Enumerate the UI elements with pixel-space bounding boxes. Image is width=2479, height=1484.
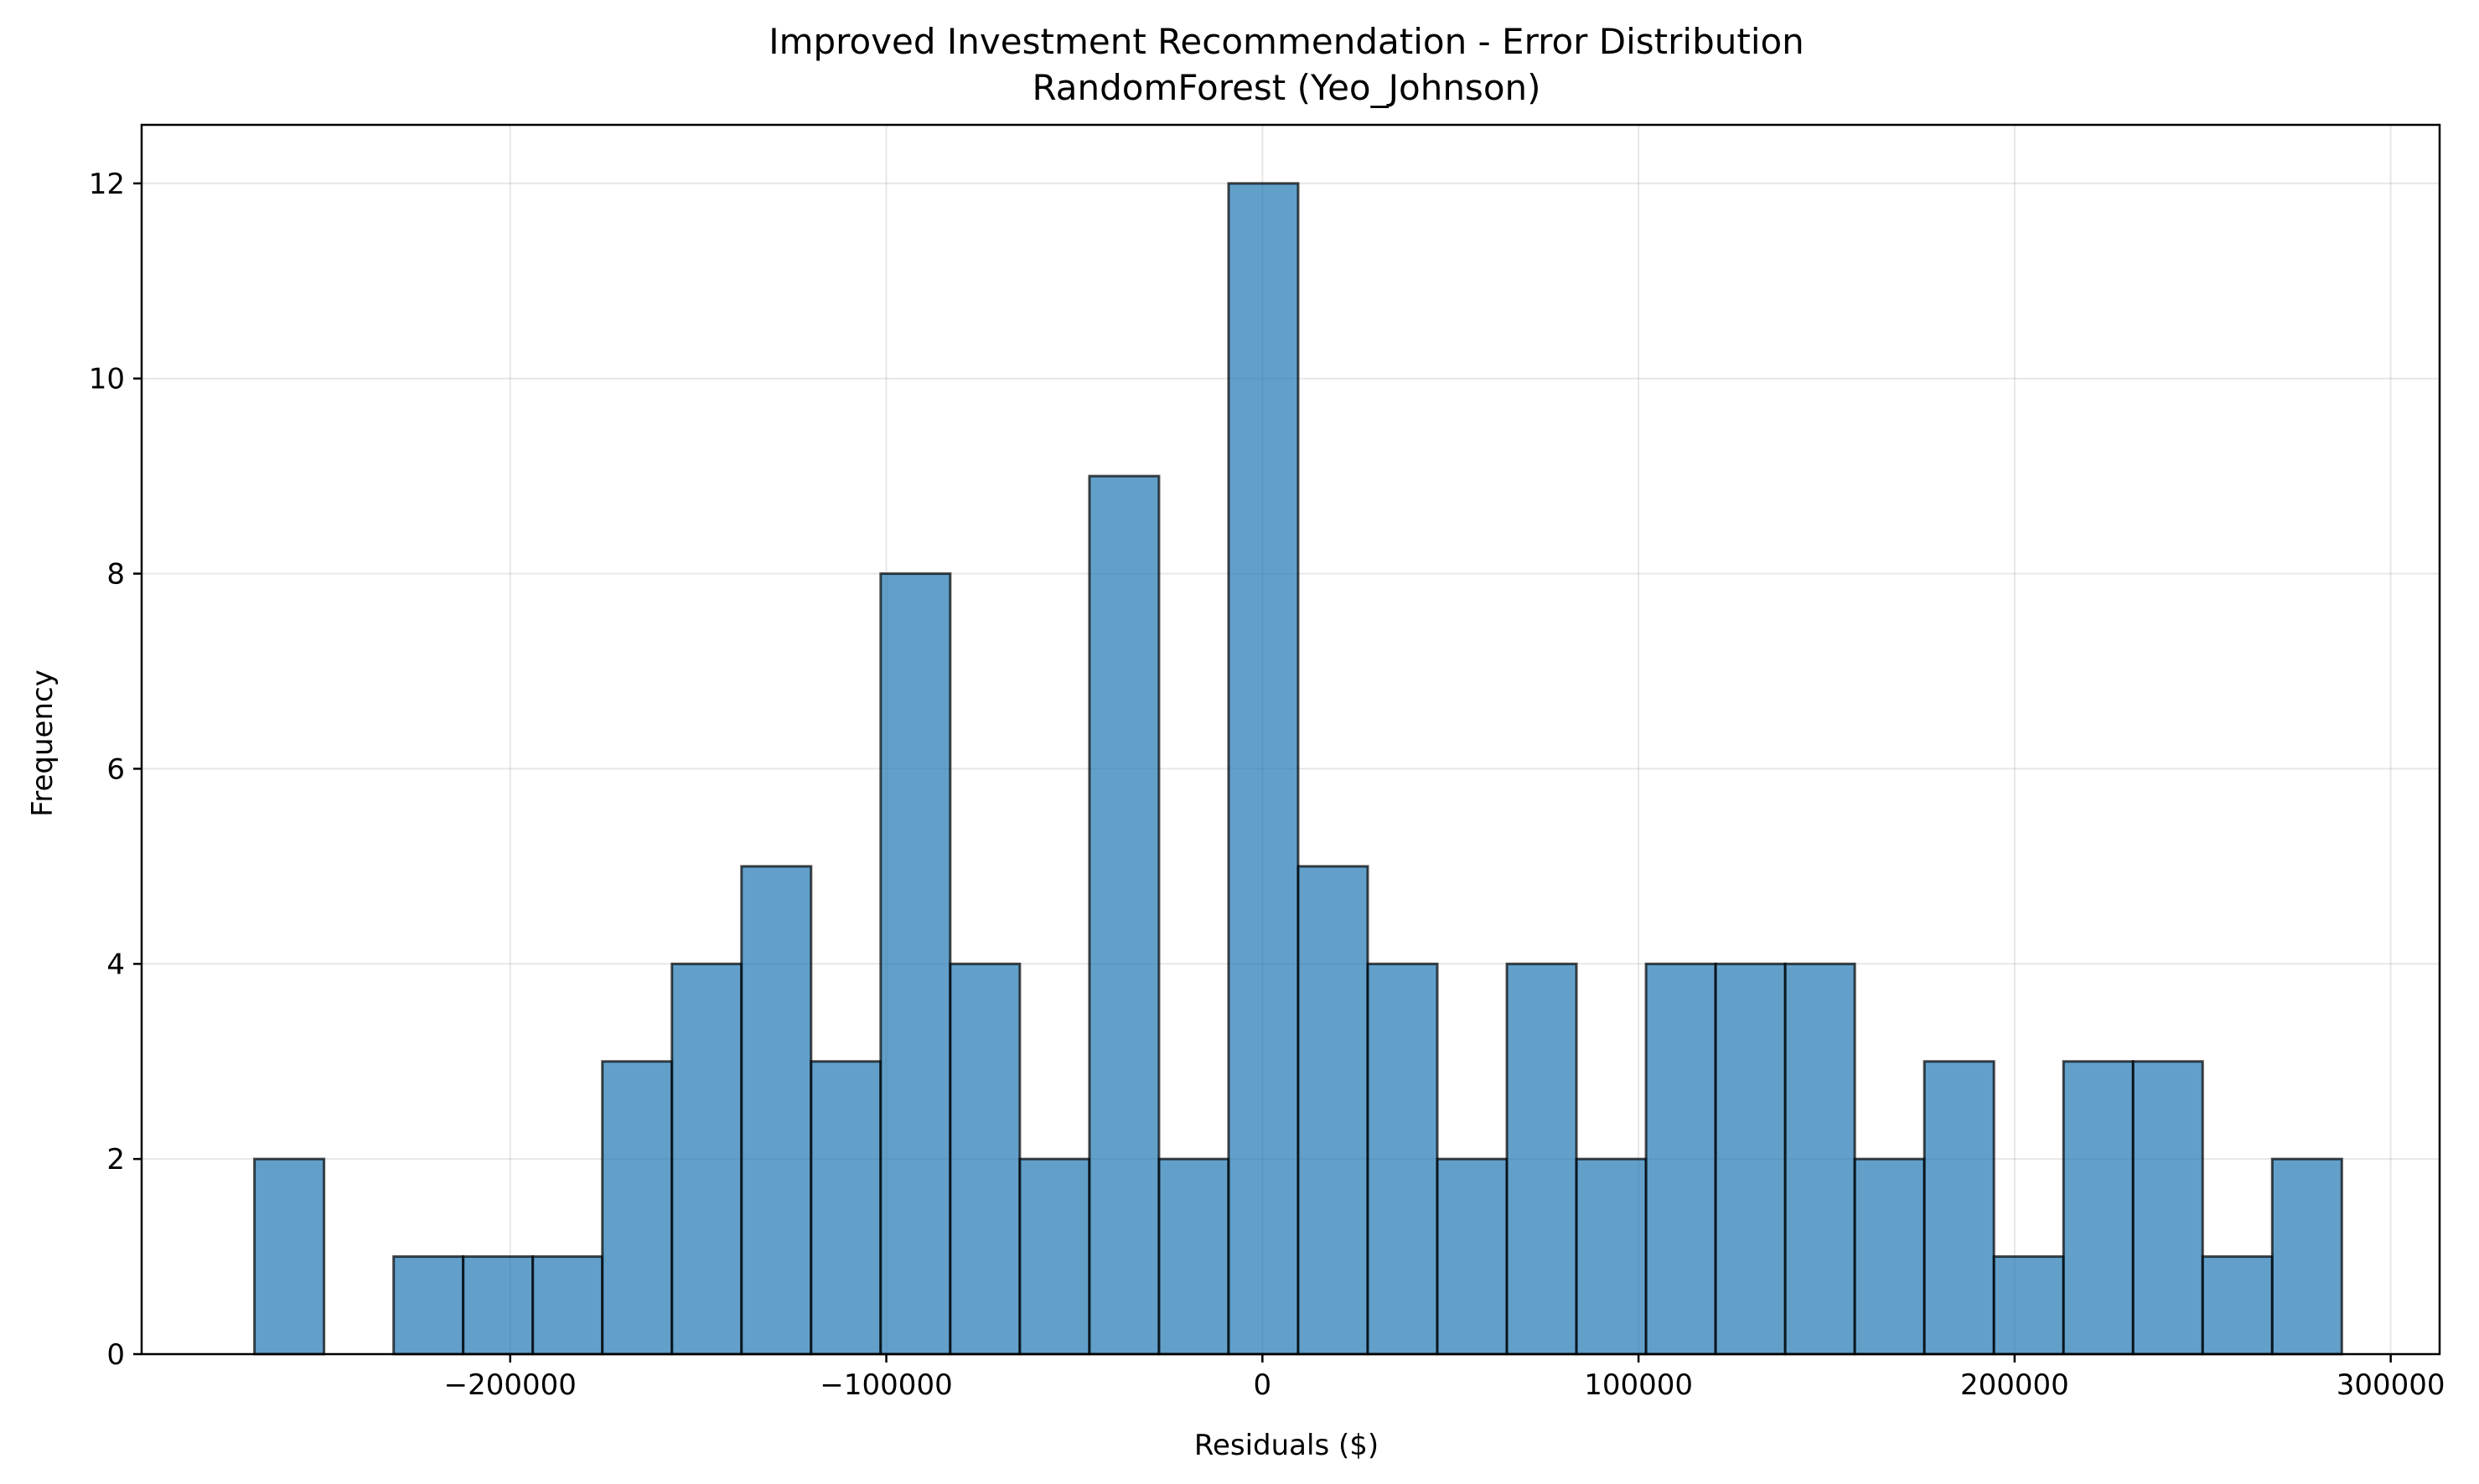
histogram-bar — [1157, 1157, 1230, 1356]
histogram-bar — [1853, 1157, 1926, 1356]
histogram-bar — [670, 962, 743, 1356]
histogram-bar — [2270, 1157, 2343, 1356]
x-tick-label: 200000 — [1960, 1368, 2069, 1402]
histogram-bar — [1992, 1255, 2065, 1356]
y-tick-label: 8 — [106, 558, 125, 592]
axes — [140, 123, 2441, 1356]
histogram-bar — [1018, 1157, 1091, 1356]
histogram-bar — [2201, 1255, 2274, 1356]
histogram-bar — [253, 1157, 326, 1356]
histogram-bar — [2062, 1060, 2135, 1356]
histogram-bars — [253, 182, 2343, 1356]
histogram-bar — [1505, 962, 1578, 1356]
chart-title: Improved Investment Recommendation - Err… — [769, 21, 1804, 62]
x-tick-label: 0 — [1254, 1368, 1272, 1402]
histogram-bar — [462, 1255, 535, 1356]
x-axis-label: Residuals ($) — [1194, 1429, 1379, 1462]
histogram-bar — [1783, 962, 1856, 1356]
plot-frame — [140, 123, 2441, 1356]
histogram-bar — [1923, 1060, 1995, 1356]
histogram-bar — [1296, 865, 1369, 1356]
ticks: −200000 −100000 0 100000 200000 300000 0 2 4 6 8 10… — [89, 168, 2445, 1402]
histogram-bar — [810, 1060, 882, 1356]
histogram-bar — [1436, 1157, 1509, 1356]
y-tick-label: 0 — [106, 1338, 125, 1372]
histogram-bar — [601, 1060, 674, 1356]
histogram-bar — [392, 1255, 465, 1356]
y-axis-label: Frequency — [26, 670, 60, 817]
chart-subtitle: RandomForest (Yeo_Johnson) — [1032, 67, 1540, 108]
y-tick-label: 4 — [106, 948, 125, 981]
histogram-bar — [2131, 1060, 2204, 1356]
histogram-bar — [1575, 1157, 1648, 1356]
histogram-bar — [1088, 474, 1161, 1356]
histogram-bar — [879, 572, 952, 1356]
x-tick-label: 100000 — [1584, 1368, 1693, 1402]
histogram-bar — [1644, 962, 1717, 1356]
y-tick-label: 6 — [106, 752, 125, 786]
x-tick-label: −100000 — [820, 1368, 952, 1402]
histogram-bar — [531, 1255, 604, 1356]
y-tick-label: 12 — [89, 168, 125, 201]
x-tick-label: 300000 — [2337, 1368, 2445, 1402]
y-tick-label: 10 — [89, 363, 125, 396]
x-tick-label: −200000 — [444, 1368, 577, 1402]
y-tick-label: 2 — [106, 1143, 125, 1176]
histogram-bar — [1366, 962, 1439, 1356]
histogram-bar — [1227, 182, 1300, 1356]
histogram-bar — [740, 865, 813, 1356]
histogram-bar — [1714, 962, 1787, 1356]
histogram-bar — [949, 962, 1022, 1356]
